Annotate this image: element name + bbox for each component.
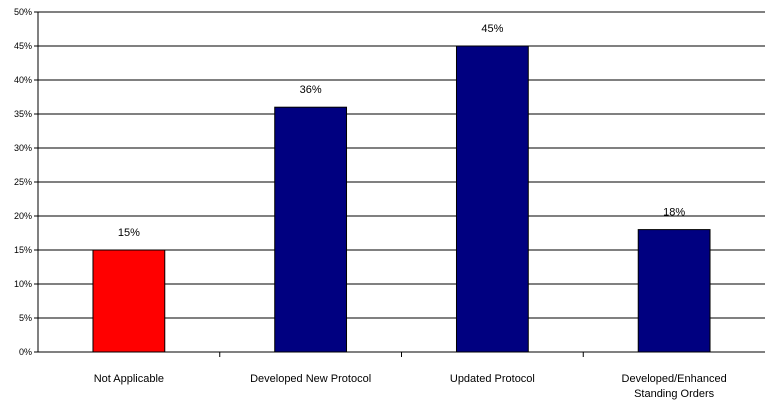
y-tick-label: 45% bbox=[14, 41, 32, 51]
y-tick-label: 30% bbox=[14, 143, 32, 153]
x-category-label: Standing Orders bbox=[634, 388, 715, 400]
y-tick-labels: 0% 5% 10% 15% 20% 25% 30% 35% 40% 45% 50% bbox=[14, 7, 32, 357]
bars bbox=[92, 45, 711, 353]
y-tick-label: 20% bbox=[14, 211, 32, 221]
bar bbox=[455, 45, 529, 353]
data-label: 45% bbox=[481, 23, 503, 35]
bar bbox=[274, 106, 348, 353]
y-tick-label: 35% bbox=[14, 109, 32, 119]
y-tick-label: 50% bbox=[14, 7, 32, 17]
y-tick-label: 40% bbox=[14, 75, 32, 85]
data-label: 36% bbox=[300, 84, 322, 96]
y-tick-label: 10% bbox=[14, 279, 32, 289]
x-category-label: Not Applicable bbox=[94, 373, 164, 385]
data-label: 18% bbox=[663, 207, 685, 219]
x-category-label: Updated Protocol bbox=[450, 373, 535, 385]
y-tick-label: 15% bbox=[14, 245, 32, 255]
x-category-labels: Not Applicable Developed New Protocol Upda… bbox=[94, 373, 727, 400]
bar bbox=[92, 249, 166, 353]
y-tick-label: 0% bbox=[19, 347, 32, 357]
y-tick-label: 5% bbox=[19, 313, 32, 323]
axes bbox=[34, 11, 765, 357]
x-category-label: Developed New Protocol bbox=[250, 373, 371, 385]
data-labels: 15% 36% 45% 18% bbox=[118, 23, 685, 239]
data-label: 15% bbox=[118, 227, 140, 239]
y-tick-label: 25% bbox=[14, 177, 32, 187]
bar bbox=[637, 229, 711, 353]
x-category-label: Developed/Enhanced bbox=[622, 373, 727, 385]
